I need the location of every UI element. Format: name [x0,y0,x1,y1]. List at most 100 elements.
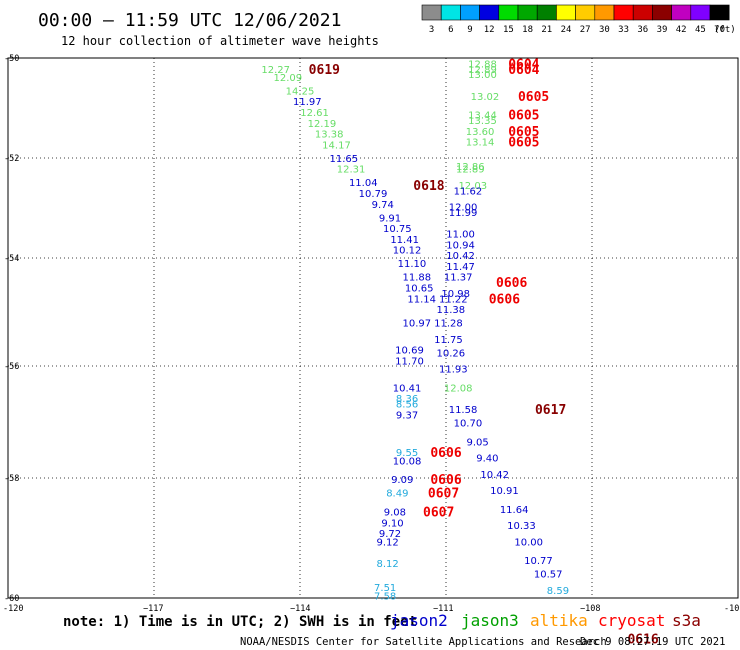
swh-value: 12.89 [456,165,485,176]
legend-swatch [652,4,672,21]
pass-time-labels: 0619 060406040605060506050605061806060606… [309,57,659,647]
satellite-label: s3a [672,611,701,630]
swh-value: 12.27 [261,65,290,76]
swh-value: 8.56 [396,400,418,411]
legend-swatch [709,4,730,21]
swh-value: 11.97 [293,97,322,108]
pass-time-label: 0607 [428,487,459,502]
swh-value: 9.55 [396,448,418,459]
legend-bin-label: 30 [599,25,610,35]
swh-value: 9.72 [379,529,401,540]
swh-value: 9.08 [384,508,406,519]
swh-value: 12.08 [444,383,473,394]
swh-value: 8.49 [386,489,408,500]
swh-value: 12.00 [449,203,478,214]
lat-tick-label: -52 [4,154,19,164]
map-title: 00:00 – 11:59 UTC 12/06/2021 [38,10,341,31]
legend-unit: (ft) [714,25,736,35]
swh-value: 10.69 [395,346,424,357]
swh-value: 11.65 [329,154,358,165]
swh-value: 13.35 [468,116,497,127]
swh-value: 10.70 [454,419,483,430]
satellite-label: jason2 [390,611,448,630]
swh-value: 10.12 [393,246,422,257]
swh-value: 11.70 [395,356,424,367]
latitude-axis: -50 -52 -54 -56 -58 -60 [4,54,19,604]
swh-value: 10.42 [446,251,475,262]
swh-value: 7.51 [374,583,396,594]
swh-value: 9.40 [476,454,498,465]
legend-swatch [479,4,500,21]
legend-bin-label: 33 [618,25,629,35]
legend-swatch [536,4,557,21]
swh-value: 14.17 [322,140,351,151]
swh-value: 10.00 [514,537,543,548]
swh-value: 9.10 [381,518,403,529]
legend-bin-label: 3 [429,25,434,35]
swh-value: 11.47 [446,262,475,273]
satellite-label: jason3 [461,611,519,630]
legend-bin-label: 9 [467,25,472,35]
swh-value: 9.05 [467,437,489,448]
legend-bin-label: 42 [676,25,687,35]
satellite-legend: jason2 jason3 altika cryosat s3a [390,611,701,630]
legend-bin-label: 24 [561,25,572,35]
legend-bin-label: 70 [714,25,725,35]
swh-value: 13.14 [466,138,495,149]
color-legend: 3 6 9 12 15 18 21 24 27 30 33 36 39 42 45 70 [421,4,730,35]
swh-value: 10.26 [437,348,466,359]
lon-tick-label: −111 [433,604,453,614]
swh-value: 12.61 [300,108,329,119]
swh-value: 11.93 [439,365,468,376]
swh-value: 13.38 [315,130,344,141]
pass-time-label: 0606 [489,292,520,307]
pass-time-label: 0619 [309,63,340,78]
legend-swatch [671,4,692,21]
swh-value: 8.36 [396,394,418,405]
swh-value: 11.99 [449,208,478,219]
legend-swatch [460,4,480,21]
swh-value: 12.19 [308,119,337,130]
generated-timestamp: Dec 9 08:27:19 UTC 2021 [580,636,725,648]
legend-swatch [440,4,461,21]
swh-value: 11.58 [449,405,478,416]
legend-swatch [498,4,519,21]
legend-swatch [632,4,653,21]
lon-tick-label: -10 [724,604,739,614]
swh-value: 13.02 [471,92,500,103]
legend-swatch [517,4,538,21]
lon-tick-label: -120 [3,604,23,614]
pass-time-label: 0616 [627,633,658,648]
swh-value: 11.37 [444,273,473,284]
pass-time-label: 0606 [430,473,461,488]
pass-time-label: 0617 [535,403,566,418]
swh-value: 11.04 [349,178,378,189]
legend-bin-label: 12 [484,25,495,35]
lat-tick-label: -60 [4,594,19,604]
legend-swatch [421,4,442,21]
legend-bin-label: 6 [448,25,453,35]
legend-bin-label: 27 [580,25,591,35]
swh-value: 9.74 [372,200,394,211]
legend-bin-label: 21 [541,25,552,35]
swh-value: 14.25 [286,86,315,97]
longitude-axis: -120 −117 −114 −111 −108 -10 [3,604,739,614]
footer-note: note: 1) Time is in UTC; 2) SWH is in fe… [63,614,417,630]
swh-value: 11.88 [402,273,431,284]
swh-value: 12.09 [274,73,303,84]
swh-value: 11.00 [446,230,475,241]
lon-tick-label: −108 [580,604,600,614]
swh-value: 10.33 [507,521,536,532]
legend-bin-label: 39 [657,25,668,35]
swh-value: 12.31 [337,165,366,176]
lat-tick-label: -58 [4,474,19,484]
legend-swatch [613,4,634,21]
swh-value: 11.75 [434,335,463,346]
lat-lon-grid [8,58,738,598]
swh-value: 8.12 [376,559,398,570]
swh-value: 11.64 [500,505,529,516]
swh-value: 10.77 [524,556,553,567]
swh-value: 9.37 [396,410,418,421]
credit-line: NOAA/NESDIS Center for Satellite Applica… [240,636,607,648]
